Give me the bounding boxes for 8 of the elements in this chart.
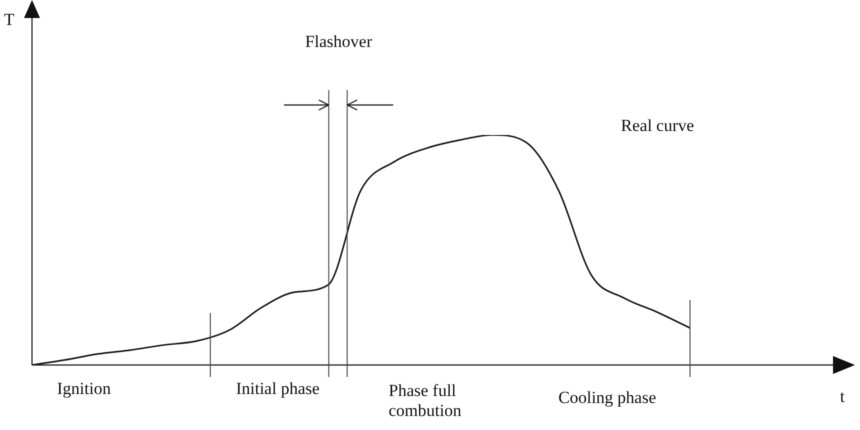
text: Phase full combution (388, 381, 462, 421)
text: Ignition (57, 379, 111, 399)
text: t (840, 387, 845, 407)
text: Initial phase (236, 379, 320, 399)
text: Cooling phase (558, 388, 656, 408)
text: Real curve (620, 116, 694, 136)
text: Flashover (305, 32, 372, 52)
text: T (4, 10, 14, 30)
